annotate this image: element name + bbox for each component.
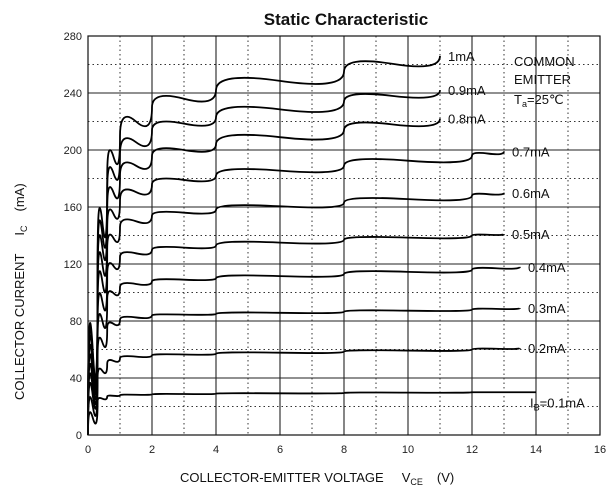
- x-axis-label: COLLECTOR-EMITTER VOLTAGE: [180, 470, 384, 485]
- y-tick-label: 160: [64, 202, 82, 214]
- ib-curve-label: 1mA: [448, 49, 475, 64]
- test-conditions: COMMON EMITTER Ta=25℃: [514, 54, 575, 109]
- ib-curve-label: 0.6mA: [512, 186, 550, 201]
- x-tick-label: 0: [85, 444, 91, 456]
- x-tick-label: 2: [149, 444, 155, 456]
- chart-title: Static Characteristic: [264, 10, 428, 29]
- y-tick-label: 280: [64, 31, 82, 43]
- x-tick-labels: 0 2 4 6 8 10 12 14 16: [85, 444, 606, 456]
- ib-curve-label: 0.8mA: [448, 112, 486, 127]
- ib-curve-label: 0.2mA: [528, 341, 566, 356]
- y-axis-subscript: C: [19, 225, 29, 232]
- ib-curve: [87, 391, 536, 436]
- x-axis-unit: (V): [437, 470, 454, 485]
- ib-curve-label: 0.5mA: [512, 227, 550, 242]
- condition-temperature: Ta=25℃: [514, 92, 564, 109]
- y-axis-title: COLLECTOR CURRENT IC (mA): [12, 183, 29, 400]
- ib-curve: [87, 347, 521, 436]
- temperature-symbol: T: [514, 92, 522, 107]
- plot-frame: [87, 35, 601, 436]
- ic-vce-curves: [87, 55, 536, 436]
- ib-curve-label: 0.3mA: [528, 301, 566, 316]
- x-tick-label: 4: [213, 444, 219, 456]
- ib-curve-label: IB=0.1mA: [530, 395, 585, 412]
- x-tick-label: 12: [466, 444, 478, 456]
- y-tick-label: 240: [64, 88, 82, 100]
- y-tick-label: 80: [70, 316, 82, 328]
- x-axis-symbol: V: [402, 470, 411, 485]
- y-tick-labels: 0 40 80 120 160 200 240 280: [64, 31, 82, 442]
- ib-curve: [87, 55, 441, 436]
- x-axis-title: COLLECTOR-EMITTER VOLTAGE VCE (V): [180, 470, 454, 487]
- temperature-value: =25℃: [527, 92, 564, 107]
- ib-curve-labels: IB=0.1mA 0.2mA 0.3mA 0.4mA 0.5mA 0.6mA 0.7mA 0.…: [448, 49, 585, 412]
- y-axis-unit: (mA): [12, 183, 27, 211]
- ib-curve-label: 0.7mA: [512, 144, 550, 159]
- condition-line-2: EMITTER: [514, 72, 571, 87]
- y-tick-label: 120: [64, 259, 82, 271]
- y-tick-label: 0: [76, 430, 82, 442]
- ib-curve-label: 0.4mA: [528, 260, 566, 275]
- x-tick-label: 16: [594, 444, 606, 456]
- x-tick-label: 10: [402, 444, 414, 456]
- condition-line-1: COMMON: [514, 54, 575, 69]
- y-axis-symbol: I: [12, 232, 27, 236]
- x-tick-label: 6: [277, 444, 283, 456]
- y-axis-label: COLLECTOR CURRENT: [12, 254, 27, 400]
- x-tick-label: 8: [341, 444, 347, 456]
- x-tick-label: 14: [530, 444, 542, 456]
- y-tick-label: 200: [64, 145, 82, 157]
- temperature-subscript: a: [522, 99, 527, 109]
- x-axis-subscript: CE: [410, 477, 423, 487]
- y-tick-label: 40: [70, 373, 82, 385]
- ib-curve-label: 0.9mA: [448, 83, 486, 98]
